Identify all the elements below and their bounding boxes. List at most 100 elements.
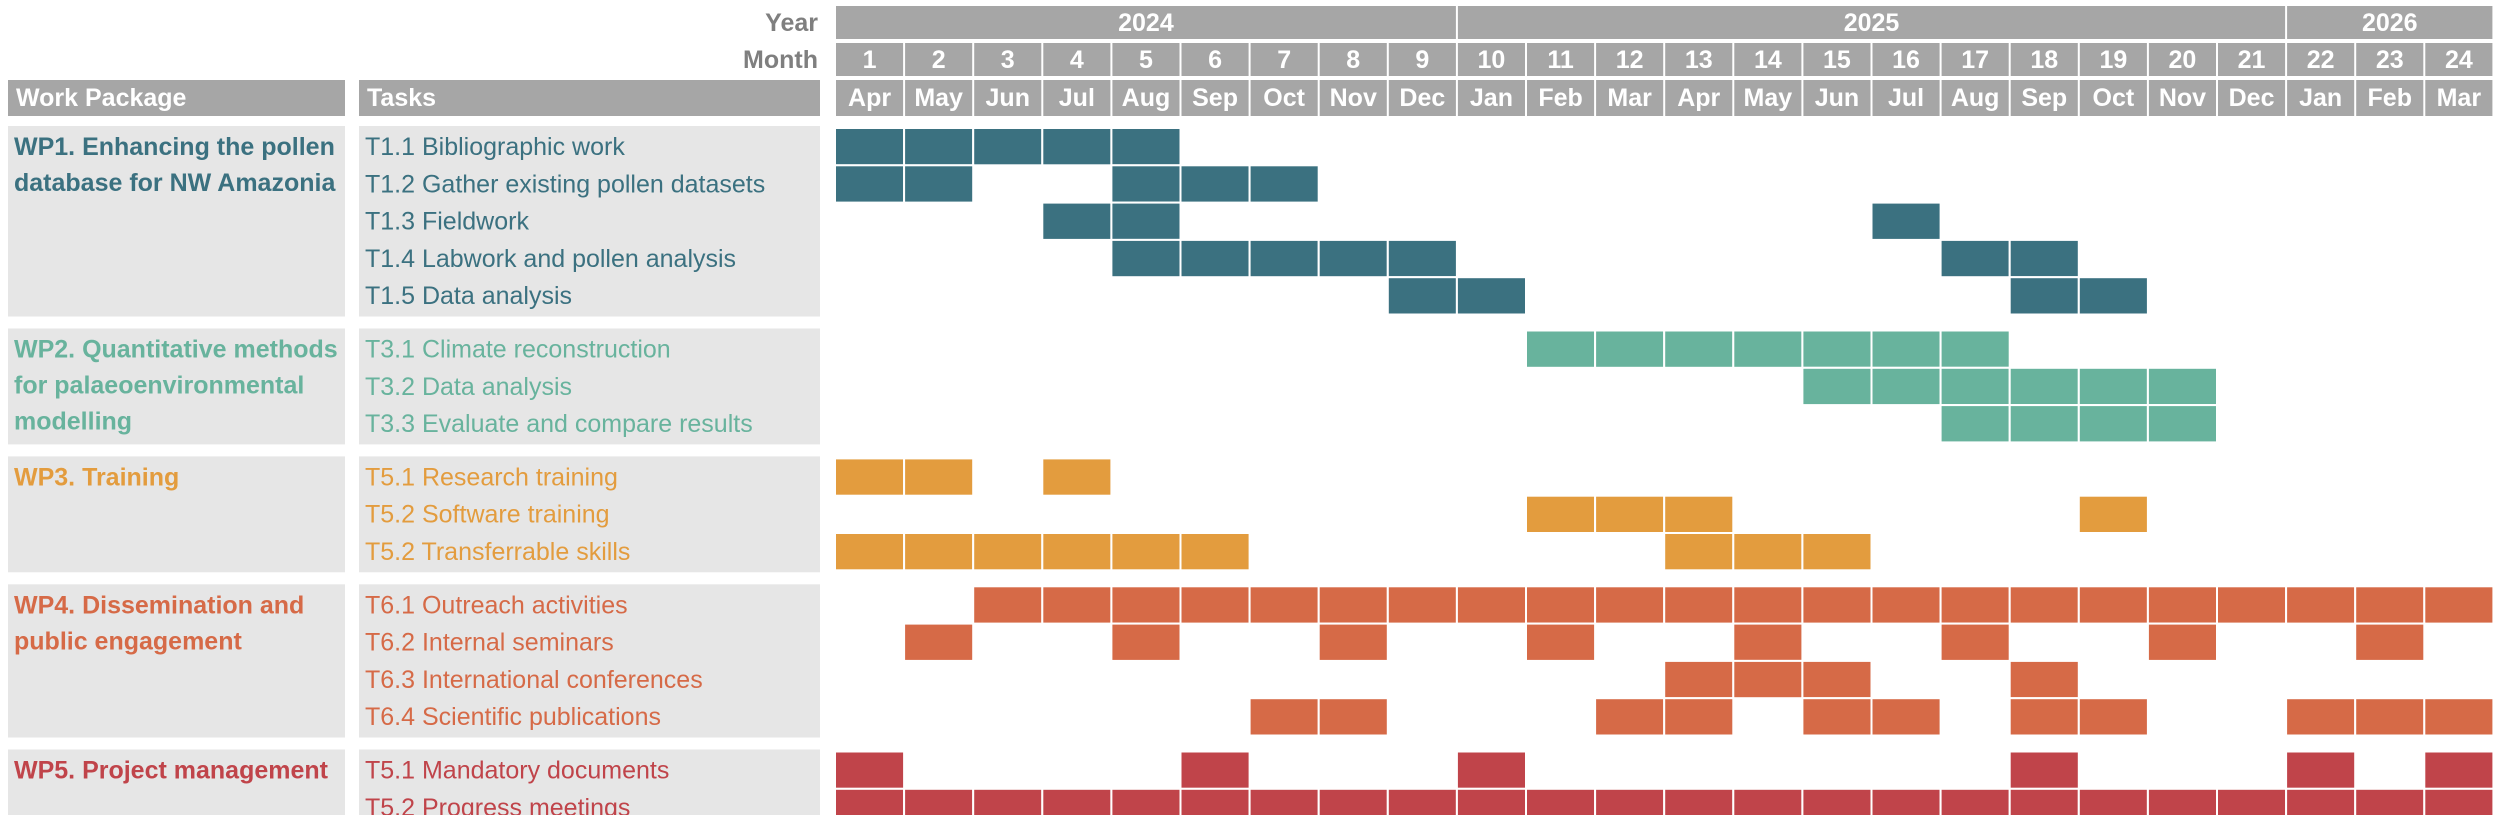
- month-name-label: Feb: [1538, 84, 1582, 112]
- task-bar-cell: [903, 164, 975, 204]
- task-bar-cell: [2077, 697, 2149, 737]
- task-bar-cell: [1455, 276, 1528, 316]
- task-label: T1.1 Bibliographic work: [365, 133, 625, 161]
- task-bar-cell: [2008, 697, 2080, 737]
- task-label: T3.2 Data analysis: [365, 373, 572, 401]
- month-name-label: Aug: [1951, 84, 2000, 112]
- task-bar-cell: [1248, 238, 1320, 279]
- task-bar-cell: [2146, 585, 2218, 625]
- month-name-cell: [1181, 80, 1249, 116]
- task-bar-cell: [1801, 366, 1873, 407]
- task-bar-cell: [1801, 697, 1873, 737]
- month-name-cell: [1596, 80, 1664, 116]
- month-number-cell: [1665, 43, 1733, 76]
- month-name-label: Sep: [1192, 84, 1238, 112]
- task-bar-cell: [1663, 532, 1735, 572]
- month-number-cell: [1803, 43, 1871, 76]
- task-bar-cell: [2077, 276, 2149, 316]
- month-number-label: 3: [1001, 46, 1015, 74]
- task-bar-cell: [2423, 750, 2495, 790]
- month-number-label: 9: [1415, 46, 1429, 74]
- month-number-cell: [1872, 43, 1940, 76]
- month-name-label: Jun: [986, 84, 1030, 112]
- month-name-cell: [2425, 80, 2493, 116]
- task-bar-cell: [1179, 585, 1251, 625]
- task-label: T5.1 Mandatory documents: [365, 757, 669, 785]
- month-name-cell: [836, 80, 904, 116]
- month-number-cell: [974, 43, 1042, 76]
- task-bar-cell: [1594, 585, 1666, 625]
- work-package-name: public engagement: [14, 627, 242, 655]
- tasks-panel: [359, 126, 820, 317]
- month-name-label: Apr: [1677, 84, 1720, 112]
- month-name-cell: [1457, 80, 1525, 116]
- task-bar-cell: [1732, 787, 1804, 820]
- task-bar-cell: [1732, 659, 1804, 700]
- task-bar-cell: [1317, 697, 1389, 737]
- work-package-name: modelling: [14, 408, 132, 436]
- task-bar-cell: [1317, 585, 1389, 625]
- task-bar-cell: [1801, 329, 1873, 369]
- task-bar-cell: [2146, 622, 2218, 662]
- task-bar-cell: [1939, 366, 2011, 407]
- month-name-label: Jan: [2299, 84, 2342, 112]
- month-number-cell: [1596, 43, 1664, 76]
- year-cell-2026: [2287, 6, 2493, 39]
- month-name-cell: [2287, 80, 2355, 116]
- month-number-label: 10: [1478, 46, 1506, 74]
- task-bar-cell: [2077, 585, 2149, 625]
- task-bar-cell: [1041, 532, 1113, 572]
- task-bar-cell: [1870, 366, 1942, 407]
- month-name-cell: [2356, 80, 2424, 116]
- month-name-label: May: [1744, 84, 1793, 112]
- task-bar-cell: [1870, 201, 1942, 241]
- work-package-panel: [8, 126, 345, 317]
- task-bar-cell: [972, 127, 1044, 167]
- task-bar-cell: [1525, 585, 1597, 625]
- month-number-cell: [2356, 43, 2424, 76]
- task-bar-cell: [1732, 329, 1804, 369]
- task-label: T3.1 Climate reconstruction: [365, 336, 671, 364]
- month-name-label: Mar: [1607, 84, 1652, 112]
- task-bar-cell: [903, 622, 975, 662]
- task-bar-cell: [1801, 787, 1873, 820]
- month-name-label: Nov: [1330, 84, 1377, 112]
- task-label: T1.4 Labwork and pollen analysis: [365, 245, 736, 273]
- task-bar-cell: [2008, 404, 2080, 444]
- task-bar-cell: [1939, 329, 2011, 369]
- month-name-cell: [1388, 80, 1456, 116]
- task-bar-cell: [2146, 787, 2218, 820]
- task-bar-cell: [1594, 697, 1666, 737]
- month-name-label: Oct: [2093, 84, 2135, 112]
- month-number-cell: [2010, 43, 2078, 76]
- work-package-name: WP4. Dissemination and: [14, 591, 304, 619]
- tasks-header: [359, 80, 820, 116]
- task-bar-cell: [2146, 366, 2218, 407]
- month-number-cell: [2079, 43, 2147, 76]
- year-label-2026: 2026: [2362, 9, 2418, 37]
- month-row-label: Month: [743, 46, 818, 74]
- task-bar-cell: [972, 532, 1044, 572]
- task-bar-cell: [2285, 750, 2357, 790]
- work-package-panel: [8, 328, 345, 445]
- task-bar-cell: [2423, 585, 2495, 625]
- task-bar-cell: [2423, 787, 2495, 820]
- task-bar-cell: [1939, 787, 2011, 820]
- task-bar-cell: [2077, 787, 2149, 820]
- task-bar-cell: [1317, 238, 1389, 279]
- month-number-cell: [1250, 43, 1318, 76]
- month-number-cell: [1181, 43, 1249, 76]
- task-bar-cell: [1939, 622, 2011, 662]
- month-number-label: 20: [2169, 46, 2197, 74]
- task-bar-cell: [972, 787, 1044, 820]
- month-number-label: 19: [2099, 46, 2127, 74]
- task-bar-cell: [903, 787, 975, 820]
- task-bar-cell: [1110, 787, 1182, 820]
- month-number-label: 13: [1685, 46, 1713, 74]
- task-bar-cell: [972, 585, 1044, 625]
- month-number-label: 1: [863, 46, 877, 74]
- work-package-header-label: Work Package: [16, 84, 187, 112]
- month-number-label: 21: [2238, 46, 2266, 74]
- task-label: T1.3 Fieldwork: [365, 208, 529, 236]
- task-bar-cell: [1663, 585, 1735, 625]
